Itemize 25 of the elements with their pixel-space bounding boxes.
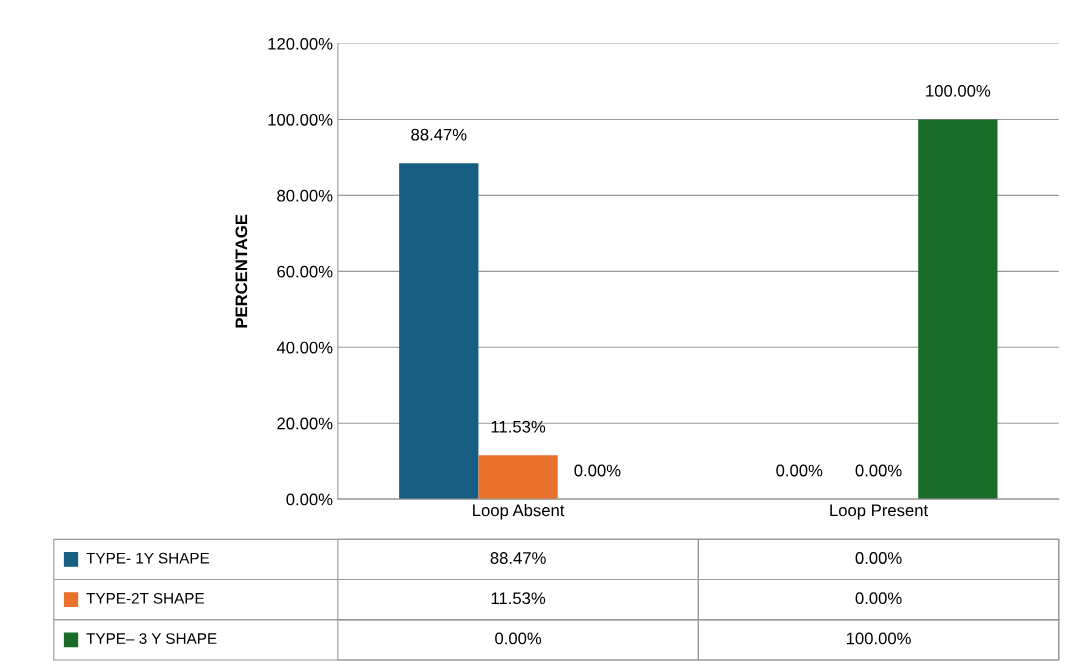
text: 11.53% bbox=[491, 420, 546, 433]
y-tick-label: 80.00% bbox=[277, 189, 333, 202]
y-tick-label: 120.00% bbox=[268, 37, 333, 50]
data-label: 100.00% bbox=[846, 632, 911, 645]
y-tick-label: 100.00% bbox=[268, 113, 333, 126]
text: 0.00% bbox=[574, 464, 621, 477]
y-axis-title: PERCENTAGE bbox=[235, 214, 248, 328]
text: 88.47% bbox=[411, 128, 467, 141]
text: 0.00% bbox=[776, 464, 823, 477]
legend-label: TYPE-2T SHAPE bbox=[86, 592, 205, 604]
text: 100.00% bbox=[926, 84, 991, 97]
y-tick-label: 40.00% bbox=[276, 341, 333, 354]
x-tick-label: Loop Present bbox=[830, 504, 929, 520]
data-label: 0.00% bbox=[855, 592, 902, 605]
y-tick-label: 60.00% bbox=[277, 265, 333, 278]
text: 0.00% bbox=[855, 464, 902, 477]
data-label: 0.00% bbox=[495, 632, 542, 645]
x-tick-label: Loop Absent bbox=[473, 504, 565, 520]
y-tick-label: 0.00% bbox=[286, 493, 333, 506]
data-label: 11.53% bbox=[491, 592, 546, 605]
data-label: 0.00% bbox=[855, 552, 902, 564]
y-tick-label: 20.00% bbox=[277, 417, 333, 430]
legend-label: TYPE- 1Y SHAPE bbox=[86, 552, 210, 564]
data-label: 88.47% bbox=[490, 552, 546, 564]
legend-label: TYPE– 3 Y SHAPE bbox=[86, 633, 217, 644]
